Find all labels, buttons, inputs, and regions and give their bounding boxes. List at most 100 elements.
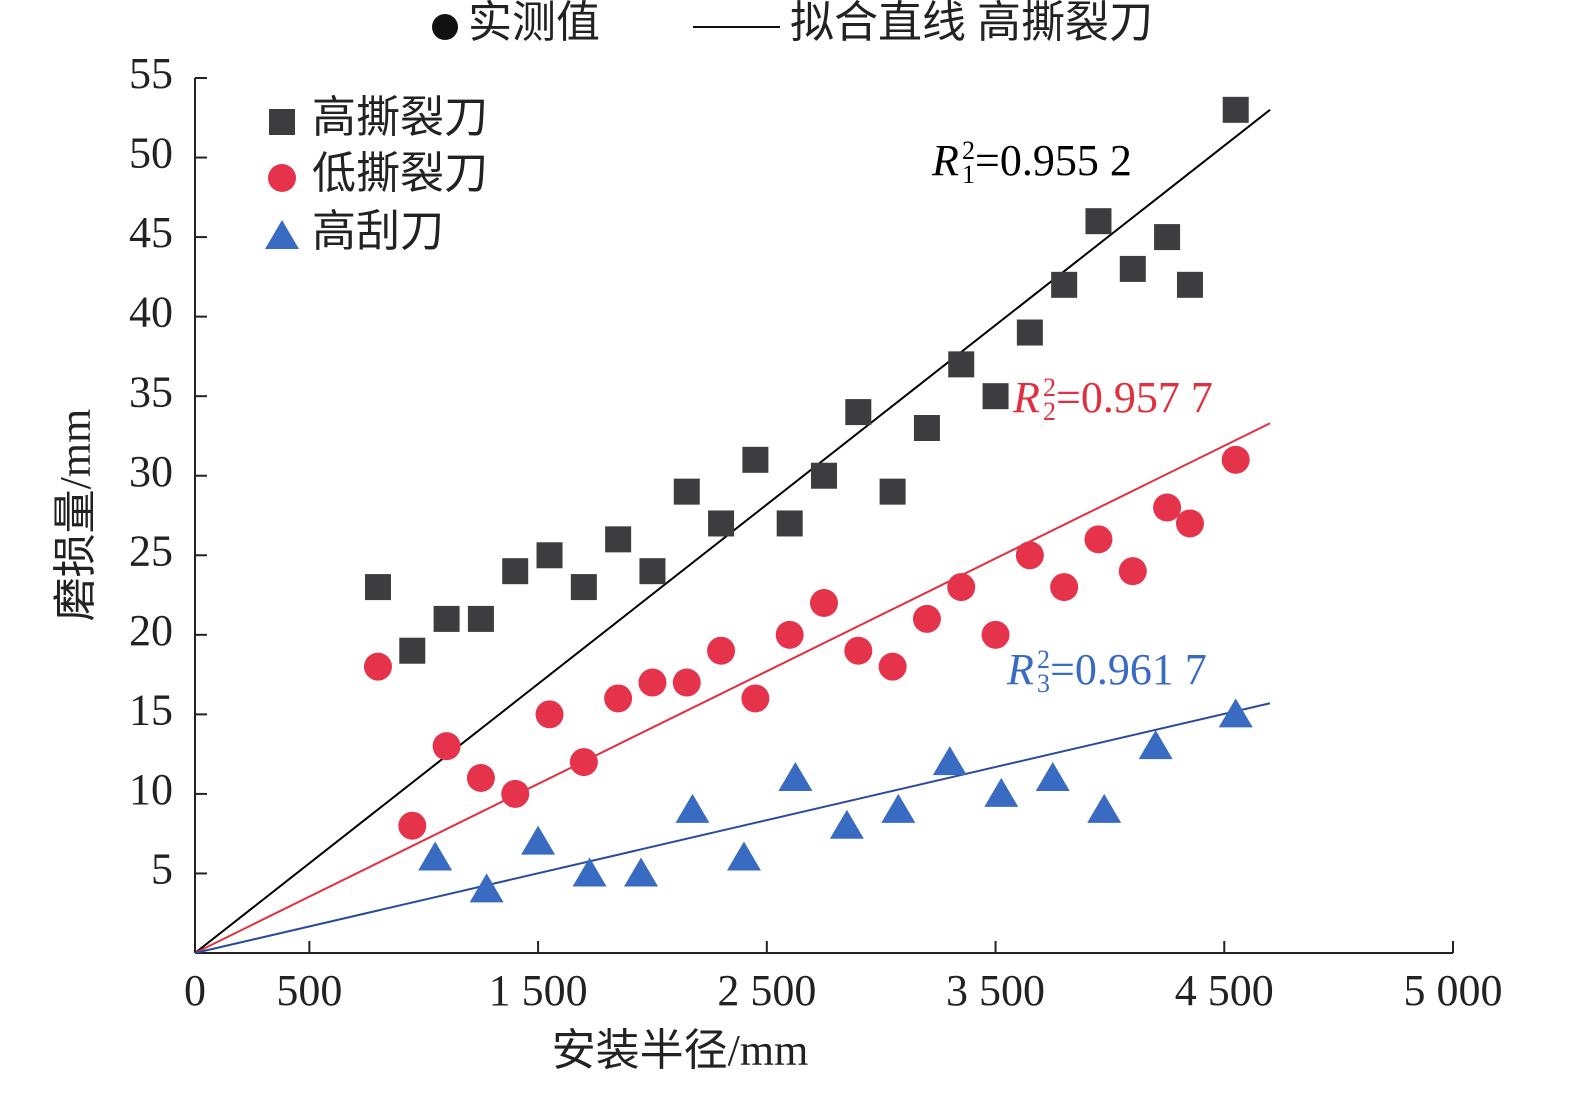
data-point <box>726 841 761 871</box>
data-point <box>469 873 504 903</box>
r-value: =0.961 7 <box>1050 645 1207 694</box>
data-point <box>879 478 906 505</box>
data-point <box>570 574 597 601</box>
x-tick-label: 4 500 <box>1175 966 1274 1015</box>
y-tick-label: 5 <box>151 845 173 894</box>
data-point <box>638 668 667 697</box>
data-point <box>844 636 873 665</box>
x-tick-label: 2 500 <box>717 966 816 1015</box>
data-point <box>466 764 495 792</box>
r-squared: R 2 2=0.957 7 <box>1012 373 1213 426</box>
data-point <box>1118 557 1147 586</box>
data-point <box>1050 573 1079 602</box>
y-tick-label: 30 <box>129 447 173 496</box>
data-point <box>1154 224 1181 251</box>
data-point <box>742 446 769 473</box>
fit-line <box>194 702 1271 954</box>
data-point <box>1222 96 1249 123</box>
data-point <box>1138 730 1173 760</box>
data-point <box>1035 762 1070 791</box>
r-symbol: R <box>1006 645 1034 694</box>
data-point <box>932 746 967 776</box>
x-tick-label: 5 000 <box>1404 966 1503 1015</box>
r-sub: 1 <box>962 160 975 189</box>
legend-marker <box>268 164 296 192</box>
data-point <box>1085 208 1112 235</box>
data-point <box>433 605 460 632</box>
data-point <box>708 510 735 537</box>
data-point <box>984 777 1019 807</box>
data-point <box>572 857 607 887</box>
legend-top-marker <box>432 14 458 40</box>
legend-marker <box>269 109 295 135</box>
data-point <box>1015 541 1044 570</box>
y-tick-label: 50 <box>129 129 173 178</box>
r-sub: 2 <box>1043 397 1056 426</box>
legend-marker <box>265 220 299 249</box>
data-point <box>1221 445 1250 474</box>
data-point <box>675 793 710 823</box>
r-sup: 2 <box>1037 645 1050 674</box>
data-point <box>881 793 916 823</box>
data-point <box>1084 525 1113 554</box>
data-point <box>1176 271 1203 298</box>
r-sub: 3 <box>1037 669 1050 698</box>
y-tick-label: 35 <box>129 367 173 416</box>
r-value: =0.955 2 <box>975 136 1132 185</box>
legend-label: 高刮刀 <box>312 207 444 256</box>
data-point <box>363 652 392 681</box>
r-symbol: R <box>931 136 959 185</box>
data-point <box>741 684 770 713</box>
data-point <box>810 589 838 617</box>
legend-label: 高撕裂刀 <box>312 93 488 142</box>
data-point <box>948 351 975 378</box>
y-tick-label: 15 <box>129 685 173 734</box>
data-point <box>912 604 941 633</box>
data-point <box>521 825 556 855</box>
legend-top-label: 拟合直线 高撕裂刀 <box>790 0 1153 47</box>
data-point <box>604 684 633 713</box>
x-tick-label: 500 <box>276 966 342 1015</box>
data-point <box>776 510 803 537</box>
data-point <box>432 732 461 761</box>
x-tick-label: 1 500 <box>489 966 588 1015</box>
y-tick-label: 10 <box>129 765 173 814</box>
data-point <box>605 526 632 553</box>
x-tick-label: 3 500 <box>946 966 1045 1015</box>
data-point <box>1153 493 1182 522</box>
y-tick-label: 55 <box>129 49 173 98</box>
data-point <box>624 857 659 887</box>
data-point <box>845 399 872 426</box>
r-value: =0.957 7 <box>1056 373 1213 422</box>
data-point <box>399 637 426 664</box>
data-point <box>778 762 813 791</box>
data-point <box>501 779 530 808</box>
data-point <box>569 748 598 777</box>
data-point <box>398 811 427 840</box>
data-point <box>947 573 976 602</box>
data-point <box>913 415 940 441</box>
data-point <box>673 478 700 505</box>
y-tick-label: 25 <box>129 526 173 575</box>
y-tick-label: 20 <box>129 606 173 655</box>
data-point <box>1087 793 1122 823</box>
data-point <box>775 620 804 649</box>
y-tick-label: 40 <box>129 288 173 337</box>
data-point <box>829 809 864 839</box>
r-symbol: R <box>1012 373 1040 422</box>
data-point <box>418 841 453 871</box>
r-sup: 2 <box>1043 373 1056 402</box>
data-point <box>1016 319 1043 346</box>
r-squared: R 2 1=0.955 2 <box>931 136 1132 189</box>
data-point <box>536 542 563 569</box>
data-point <box>1175 509 1204 538</box>
data-point <box>672 668 701 697</box>
data-point <box>502 558 529 585</box>
legend-top-label: 实测值 <box>468 0 600 47</box>
data-point <box>1218 698 1253 728</box>
x-axis-label: 安装半径/mm <box>552 1026 809 1075</box>
data-point <box>878 652 907 681</box>
data-point <box>535 700 564 729</box>
data-point <box>982 383 1009 410</box>
